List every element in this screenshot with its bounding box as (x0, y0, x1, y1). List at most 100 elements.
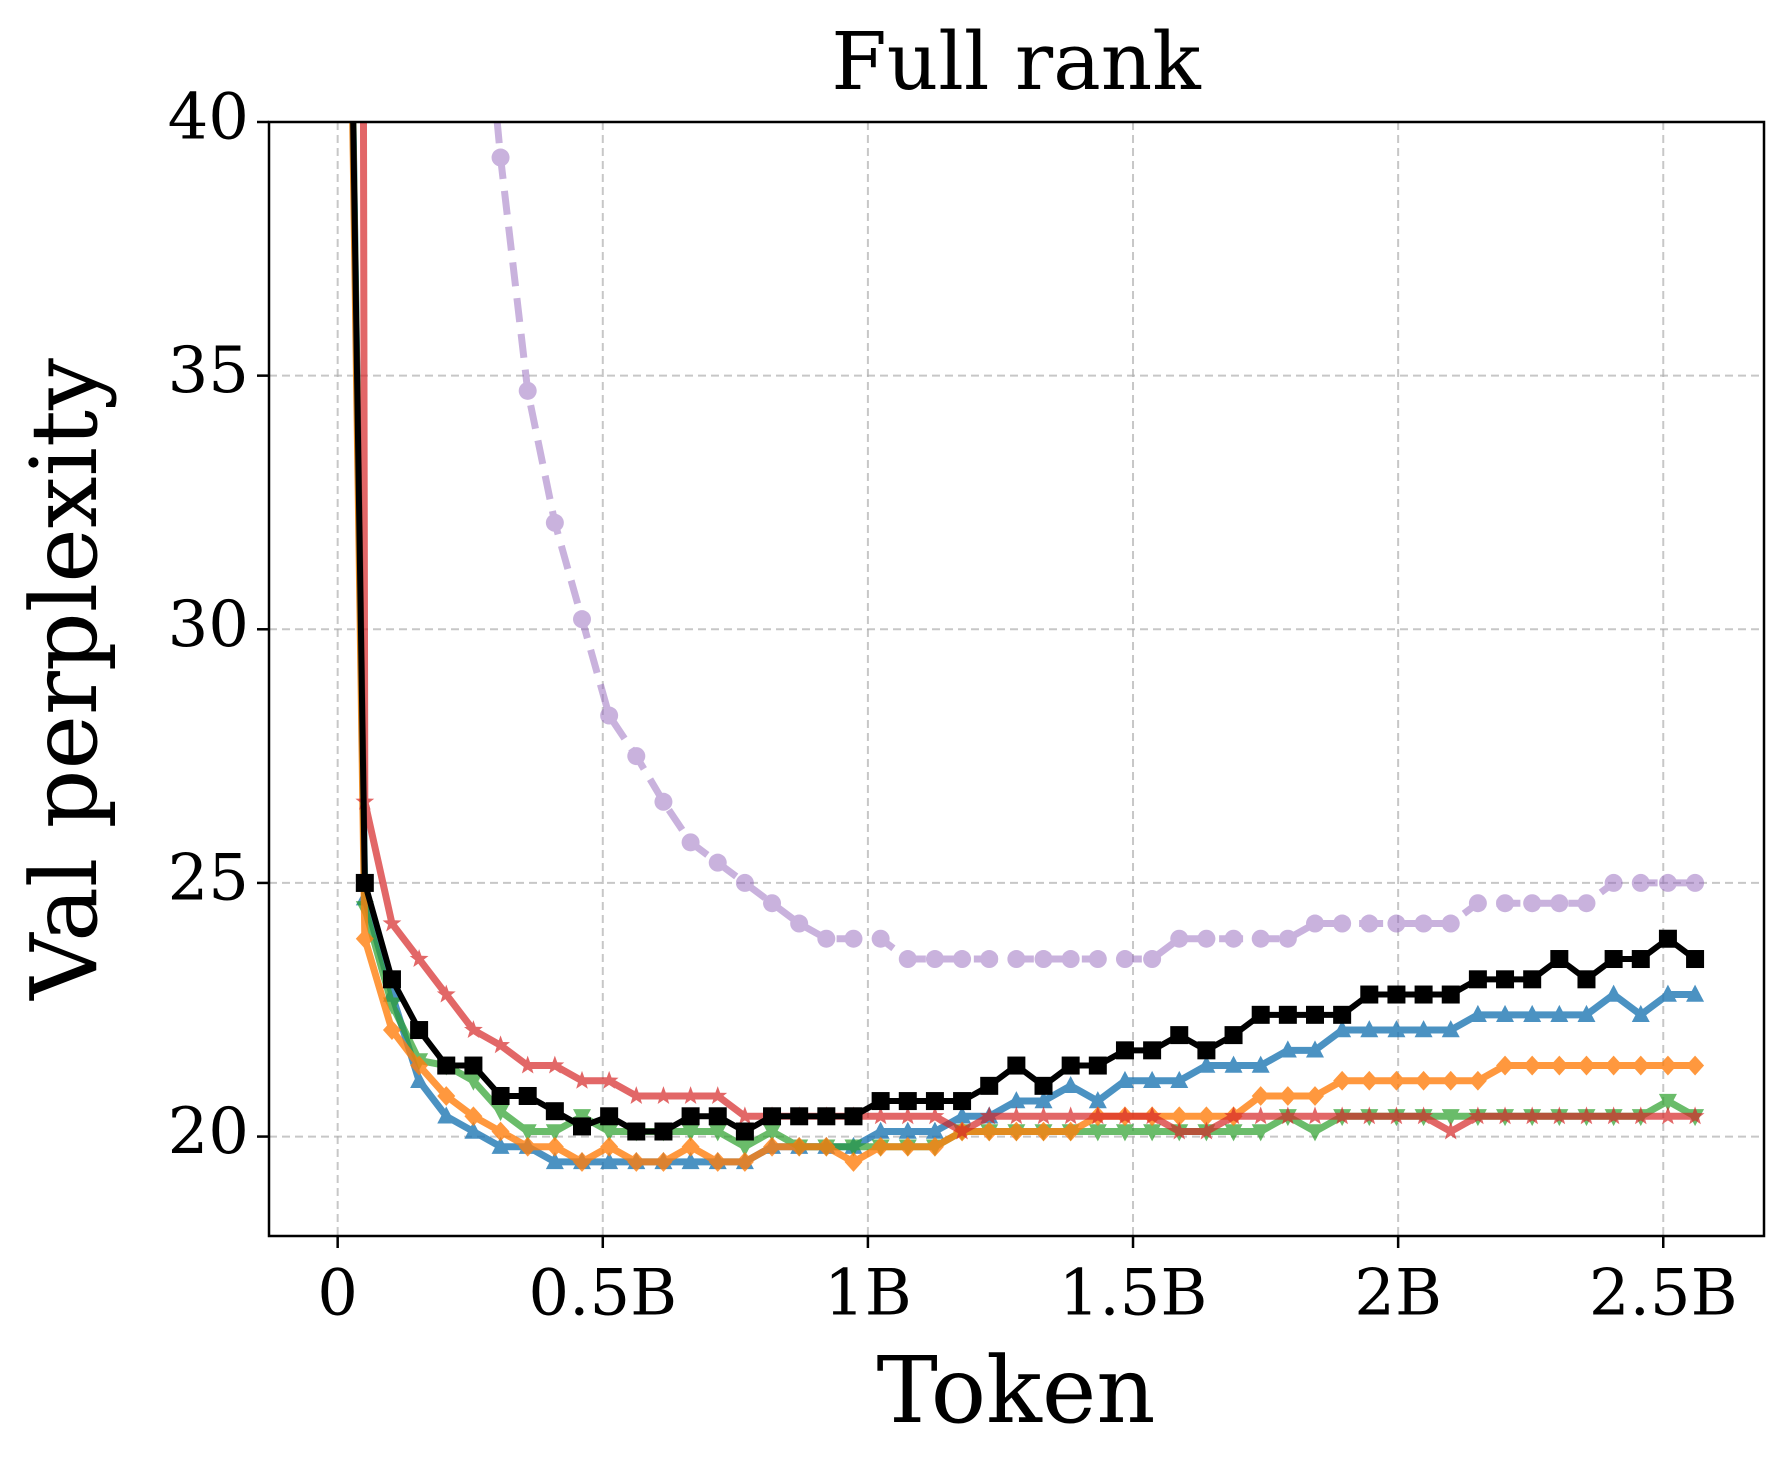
marker (1251, 1055, 1270, 1073)
marker (1224, 1106, 1243, 1125)
marker (871, 929, 890, 948)
marker (437, 1106, 456, 1124)
marker (898, 1106, 918, 1125)
marker (436, 984, 456, 1003)
marker (681, 1136, 700, 1157)
marker (654, 1152, 673, 1172)
marker (1496, 894, 1515, 913)
marker (1333, 1020, 1352, 1038)
marker (1686, 950, 1705, 969)
marker (626, 1086, 646, 1104)
marker (1468, 1070, 1487, 1091)
marker (464, 1073, 483, 1091)
marker (1305, 1106, 1325, 1125)
marker (1658, 873, 1677, 892)
marker (1604, 1106, 1624, 1125)
marker (1658, 1106, 1678, 1125)
marker (1197, 1041, 1216, 1060)
marker (925, 1136, 944, 1157)
marker (1305, 914, 1324, 933)
marker (1305, 1040, 1324, 1058)
marker (1359, 1106, 1379, 1125)
marker (464, 1056, 483, 1075)
marker (1251, 929, 1270, 948)
marker (654, 1086, 673, 1104)
marker (518, 1136, 537, 1157)
marker (1305, 1124, 1324, 1142)
marker (1170, 1026, 1189, 1045)
marker (1387, 1020, 1406, 1038)
marker (1061, 1106, 1081, 1125)
marker (545, 1152, 564, 1170)
marker (708, 1107, 727, 1126)
marker (1007, 950, 1026, 969)
marker (925, 1106, 945, 1125)
marker (1631, 1004, 1650, 1023)
marker (817, 1136, 836, 1157)
marker (1143, 1041, 1162, 1060)
marker (1088, 1106, 1108, 1125)
marker (409, 949, 429, 968)
marker (355, 873, 374, 892)
marker (735, 1139, 754, 1157)
marker (871, 1106, 891, 1125)
marker (1685, 1106, 1705, 1125)
marker (1143, 1070, 1162, 1088)
x-tick-label: 2B (1354, 1257, 1442, 1331)
marker (1278, 1106, 1298, 1125)
marker (1224, 1026, 1243, 1045)
x-tick-label: 1B (824, 1257, 912, 1331)
marker (1496, 1004, 1515, 1023)
marker (953, 1092, 972, 1111)
series-line (349, 122, 1696, 1166)
series-line (349, 122, 1696, 1166)
marker (1550, 950, 1569, 969)
marker (600, 1124, 619, 1142)
marker (844, 1139, 863, 1157)
marker (1658, 1055, 1677, 1076)
marker (1414, 914, 1433, 933)
marker (1604, 984, 1623, 1002)
series (349, 122, 1705, 1170)
marker (1088, 1124, 1107, 1142)
marker (1631, 950, 1650, 969)
series (350, 122, 1705, 1141)
marker (1577, 894, 1596, 913)
marker (410, 1055, 429, 1076)
marker (708, 1124, 727, 1142)
marker (1686, 984, 1705, 1002)
marker (382, 997, 401, 1015)
marker (1061, 950, 1080, 969)
marker (898, 950, 917, 969)
marker (1387, 1106, 1406, 1125)
y-tick-label: 35 (168, 334, 249, 408)
marker (1523, 1004, 1542, 1023)
marker (1278, 1005, 1297, 1024)
marker (1007, 1056, 1026, 1075)
marker (1332, 1106, 1352, 1125)
marker (1468, 894, 1487, 913)
plot-area (349, 122, 1705, 1172)
marker (681, 1107, 700, 1126)
marker (1549, 1106, 1569, 1125)
marker (1604, 1055, 1623, 1076)
marker (980, 1076, 999, 1095)
marker (1034, 1076, 1053, 1095)
marker (1251, 1124, 1270, 1142)
marker (1197, 929, 1216, 948)
marker (1658, 929, 1677, 948)
marker (980, 1121, 999, 1142)
marker (1686, 873, 1705, 892)
series (349, 122, 1705, 1172)
marker (1360, 1070, 1379, 1091)
marker (980, 950, 999, 969)
marker (1441, 1109, 1460, 1127)
marker (1360, 1020, 1379, 1038)
marker (1278, 929, 1297, 948)
marker (491, 1121, 510, 1142)
marker (1414, 1106, 1434, 1125)
marker (1441, 985, 1460, 1004)
x-tick-label: 1.5B (1059, 1257, 1208, 1331)
marker (410, 1070, 429, 1088)
